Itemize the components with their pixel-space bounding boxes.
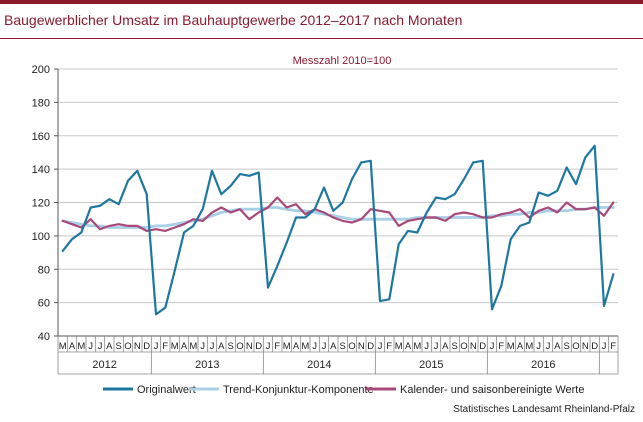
x-month-label: F: [386, 341, 392, 352]
x-month-label: A: [517, 341, 524, 352]
legend-label-3: Kalender- und saisonbereinigte Werte: [400, 384, 584, 396]
series-line-2: [61, 206, 615, 229]
x-month-label: J: [154, 341, 159, 352]
x-month-label: O: [124, 341, 131, 352]
x-month-label: F: [274, 341, 280, 352]
x-month-label: A: [442, 341, 449, 352]
y-tick-label-60: 60: [38, 298, 50, 310]
x-month-label: D: [591, 341, 598, 352]
x-month-label: M: [413, 341, 421, 352]
y-tick-label-40: 40: [38, 331, 50, 343]
legend: Originalwert Trend-Konjunktur-Komponente K…: [103, 384, 584, 396]
x-month-label: N: [470, 341, 477, 352]
gridlines: [58, 68, 618, 337]
x-month-label: J: [536, 341, 541, 352]
x-month-label: A: [554, 341, 561, 352]
x-month-label: S: [227, 341, 233, 352]
x-month-label: S: [115, 341, 121, 352]
legend-label-2: Trend-Konjunktur-Komponente: [223, 384, 374, 396]
x-month-label: J: [210, 341, 215, 352]
x-month-label: J: [378, 341, 383, 352]
x-month-label: J: [266, 341, 271, 352]
x-month-label: J: [322, 341, 327, 352]
x-month-label: A: [293, 341, 300, 352]
x-month-label: O: [572, 341, 579, 352]
x-year-label-2014: 2014: [307, 359, 331, 371]
x-month-label: D: [143, 341, 150, 352]
top-accent-bar: [0, 0, 643, 4]
x-year-label-2016: 2016: [531, 359, 555, 371]
x-month-label: J: [98, 341, 103, 352]
x-month-label: O: [460, 341, 467, 352]
x-month-label: N: [246, 341, 253, 352]
y-tick-label-180: 180: [32, 97, 50, 109]
x-month-label: S: [563, 341, 569, 352]
x-month-label: M: [77, 341, 85, 352]
series-line-1: [61, 144, 615, 316]
x-month-label: D: [367, 341, 374, 352]
x-month-label: J: [490, 341, 495, 352]
y-tick-label-80: 80: [38, 264, 50, 276]
x-month-label: M: [171, 341, 179, 352]
y-tick-label-200: 200: [32, 64, 50, 76]
x-month-label: N: [134, 341, 141, 352]
y-tick-label-140: 140: [32, 164, 50, 176]
series-lines: [61, 144, 615, 316]
y-tick-label-120: 120: [32, 198, 50, 210]
x-year-label-2015: 2015: [419, 359, 443, 371]
x-month-label: A: [405, 341, 412, 352]
y-tick-label-100: 100: [32, 231, 50, 243]
x-month-label: A: [181, 341, 188, 352]
x-month-label: J: [312, 341, 317, 352]
x-month-label: A: [218, 341, 225, 352]
x-month-label: F: [610, 341, 616, 352]
legend-label-1: Originalwert: [137, 384, 196, 396]
x-year-label-2012: 2012: [92, 359, 116, 371]
x-month-label: J: [602, 341, 607, 352]
x-month-label: A: [330, 341, 337, 352]
source-note: Statistisches Landesamt Rheinland-Pfalz: [453, 404, 635, 415]
x-month-label: J: [424, 341, 429, 352]
x-month-label: J: [434, 341, 439, 352]
series-line-3: [61, 196, 615, 232]
x-month-label: N: [358, 341, 365, 352]
x-month-label: M: [507, 341, 515, 352]
x-month-label: M: [395, 341, 403, 352]
chart-subtitle: Messzahl 2010=100: [293, 55, 392, 67]
x-year-label-2013: 2013: [195, 359, 219, 371]
y-axis: 40 60 80 100 120 140 160 180 200: [32, 64, 59, 343]
x-month-label: D: [255, 341, 262, 352]
x-month-label: M: [525, 341, 533, 352]
x-month-label: A: [69, 341, 76, 352]
x-month-label: M: [189, 341, 197, 352]
title-divider: [0, 38, 643, 39]
x-month-label: M: [283, 341, 291, 352]
x-month-label: A: [106, 341, 113, 352]
x-month-label: J: [88, 341, 93, 352]
x-month-label: J: [200, 341, 205, 352]
x-month-label: O: [236, 341, 243, 352]
x-month-label: O: [348, 341, 355, 352]
x-month-label: F: [498, 341, 504, 352]
x-month-label: M: [301, 341, 309, 352]
page-title: Baugewerblicher Umsatz im Bauhauptgewerb…: [4, 12, 463, 28]
x-month-label: S: [339, 341, 345, 352]
y-tick-label-160: 160: [32, 131, 50, 143]
x-month-label: J: [546, 341, 551, 352]
x-month-label: M: [59, 341, 67, 352]
x-month-label: F: [162, 341, 168, 352]
x-month-label: N: [582, 341, 589, 352]
x-month-label: S: [451, 341, 457, 352]
x-month-label: D: [479, 341, 486, 352]
